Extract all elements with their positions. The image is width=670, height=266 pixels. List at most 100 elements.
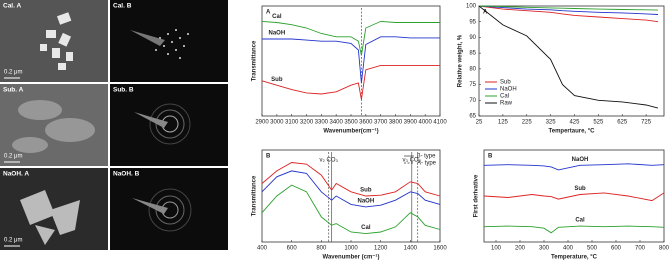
panel-label: B: [266, 154, 271, 160]
series-label: NaOH: [572, 157, 589, 163]
series-label: Cal: [272, 14, 282, 20]
x-tick-label: 1200: [374, 246, 388, 252]
x-tick-label: 600: [287, 246, 298, 252]
x-tick-label: 2900: [255, 120, 269, 126]
y-tick-label: 100: [466, 4, 477, 10]
series-line: [261, 184, 441, 235]
image-label: Cal. A: [3, 3, 21, 10]
x-tick-label: 3600: [359, 120, 373, 126]
series-line: [261, 162, 441, 197]
x-tick-label: 200: [515, 246, 526, 252]
scale-label: 0.2 μm: [4, 154, 22, 160]
x-axis-label: Wavenumber (cm⁻¹): [323, 254, 380, 261]
series-label: Cal: [575, 218, 585, 224]
x-tick-label: 3500: [344, 120, 358, 126]
panel-label: B: [488, 154, 493, 160]
series-line: [478, 5, 659, 11]
x-tick-label: 1400: [404, 246, 418, 252]
series-line: [483, 225, 665, 234]
x-tick-label: 525: [593, 120, 604, 126]
series-line: [261, 64, 440, 100]
x-tick-label: 3700: [374, 120, 388, 126]
image: [110, 84, 228, 166]
beam-stop: [134, 112, 168, 128]
y-tick-label: 80: [469, 66, 476, 72]
x-tick-label: 3400: [329, 120, 343, 126]
panel-label: A: [266, 10, 271, 16]
x-tick-label: 1000: [344, 246, 358, 252]
x-tick-label: 400: [563, 246, 574, 252]
flakes: [20, 190, 80, 245]
x-tick-label: 225: [522, 120, 533, 126]
y-axis-label: Transmittance: [252, 40, 258, 81]
series-line: [483, 192, 665, 202]
x-tick-label: 600: [611, 246, 622, 252]
x-tick-label: 4100: [433, 120, 447, 126]
series-line: [262, 36, 440, 84]
annotation: ν₂ CO₃: [320, 158, 339, 164]
x-tick-label: 3800: [389, 120, 403, 126]
series-label: Sub: [271, 77, 283, 83]
y-tick-label: 85: [469, 51, 476, 57]
x-tick-label: 725: [641, 120, 652, 126]
x-tick-label: 800: [659, 246, 670, 252]
image-label: Sub. B: [113, 87, 134, 94]
x-axis-label: Wavenumber(cm⁻¹): [323, 128, 378, 135]
series-line: [261, 20, 440, 56]
scale-label: 0.2 μm: [4, 70, 22, 76]
x-axis-label: Temperature, °C: [551, 255, 598, 261]
micrographs: Cal. A Cal. B Sub. A Sub. B NaOH. A NaOH…: [0, 0, 228, 250]
image: [0, 0, 108, 82]
diffraction-spots: [155, 29, 189, 59]
x-tick-label: 325: [546, 120, 557, 126]
series-label: Sub: [574, 186, 586, 192]
y-tick-label: 90: [469, 35, 476, 41]
image-label: NaOH. B: [113, 171, 140, 178]
image-label: NaOH. A: [3, 171, 29, 178]
x-tick-label: 300: [539, 246, 550, 252]
series-label: Cal: [361, 225, 371, 231]
plot-frame: [478, 5, 665, 117]
x-tick-label: 425: [569, 120, 580, 126]
series-line: [478, 5, 659, 23]
x-tick-label: 4000: [418, 120, 432, 126]
x-tick-label: 3100: [285, 120, 299, 126]
y-tick-label: 65: [469, 114, 476, 120]
series-line: [478, 5, 659, 15]
x-tick-label: 500: [587, 246, 598, 252]
x-tick-label: 100: [491, 246, 502, 252]
y-axis-label: Relative weight, %: [458, 34, 464, 87]
x-tick-label: 400: [257, 246, 268, 252]
beam-stop: [130, 30, 165, 46]
y-tick-label: 75: [469, 82, 476, 88]
texture: [12, 100, 95, 153]
series-label: Sub: [360, 188, 372, 194]
legend-label: Sub: [500, 80, 511, 86]
x-tick-label: 125: [498, 120, 509, 126]
image: [110, 0, 228, 82]
x-tick-label: 700: [635, 246, 646, 252]
x-tick-label: 3900: [404, 120, 418, 126]
scale-label: 0.2 μm: [4, 238, 22, 244]
legend-label: NaOH: [500, 87, 517, 93]
x-tick-label: 625: [617, 120, 628, 126]
crystals: [40, 12, 73, 70]
x-axis-label: Tempertaure, °C: [549, 129, 596, 135]
image-label: Sub. A: [3, 87, 24, 94]
image: [110, 168, 228, 250]
series-line: [261, 170, 441, 208]
legend-label: Raw: [500, 101, 513, 107]
y-axis-label: First derivative: [474, 174, 480, 217]
series-label: NaOH: [357, 198, 374, 204]
beam-stop: [132, 198, 168, 214]
panel-label: A: [483, 10, 488, 16]
y-tick-label: 95: [469, 19, 476, 25]
x-tick-label: 25: [476, 120, 483, 126]
legend-label: β- type: [417, 154, 436, 160]
y-tick-label: 70: [469, 98, 476, 104]
x-tick-label: 3000: [270, 120, 284, 126]
x-tick-label: 3300: [315, 120, 329, 126]
image-label: Cal. B: [113, 3, 132, 10]
